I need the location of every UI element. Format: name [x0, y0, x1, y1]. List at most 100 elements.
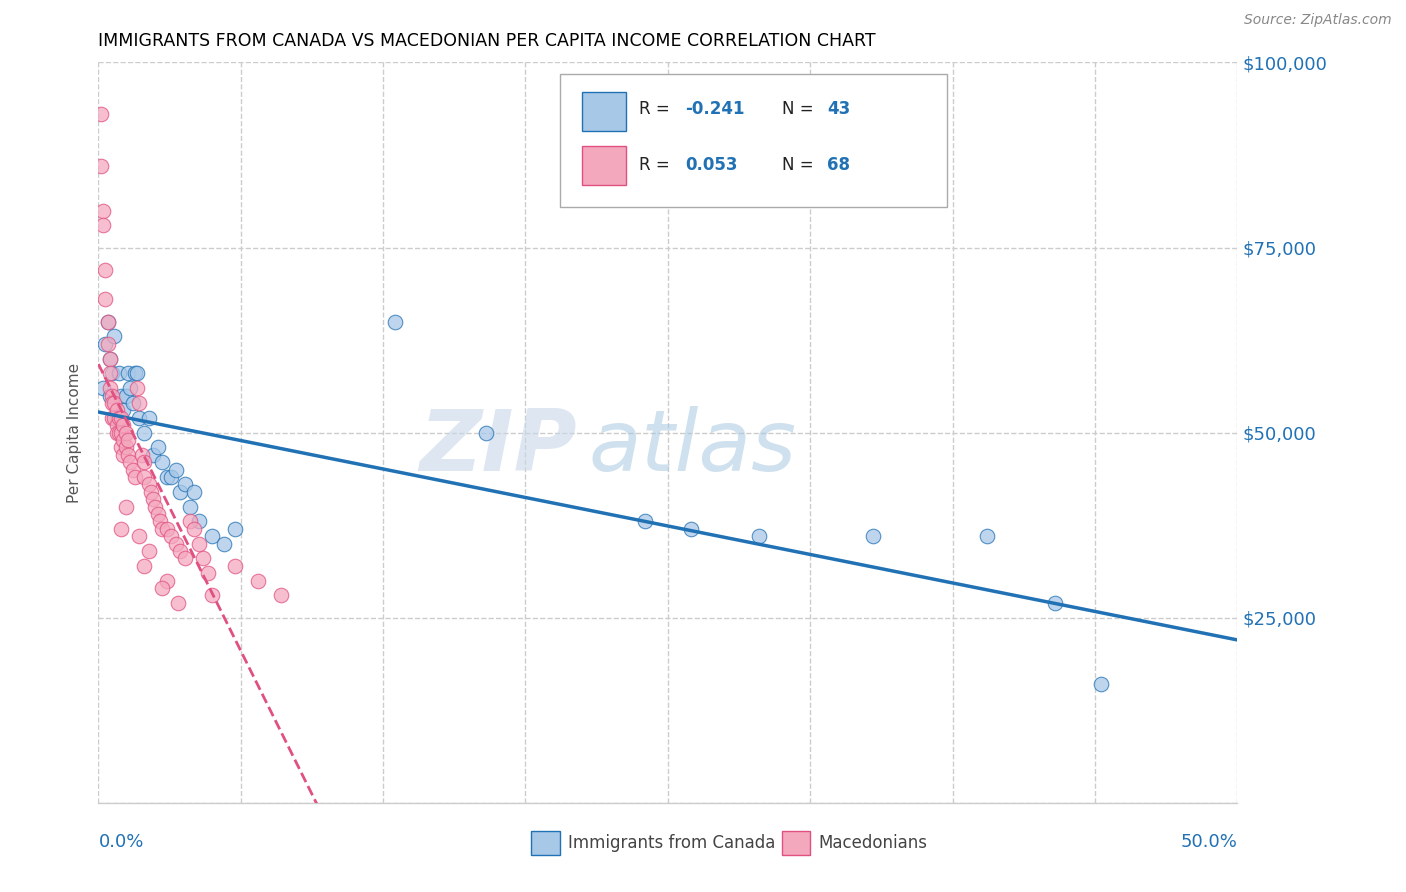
Point: [127, 381, 149, 395]
Point: [165, 536, 187, 550]
Point: [149, 515, 172, 529]
Point: [201, 529, 224, 543]
Point: [142, 492, 165, 507]
Point: [105, 403, 128, 417]
Point: [128, 529, 150, 543]
Point: [156, 522, 179, 536]
Point: [101, 410, 124, 425]
Text: 50.0%: 50.0%: [1181, 833, 1237, 851]
Text: ZIP: ZIP: [419, 406, 576, 489]
Text: Macedonians: Macedonians: [818, 834, 927, 852]
Point: [634, 515, 657, 529]
Point: [114, 425, 136, 440]
Point: [474, 425, 496, 440]
Point: [105, 418, 128, 433]
Point: [132, 425, 155, 440]
Point: [112, 418, 135, 433]
Point: [98, 351, 121, 366]
Point: [150, 455, 173, 469]
Point: [146, 507, 169, 521]
Point: [138, 477, 160, 491]
Text: 43: 43: [827, 100, 851, 118]
Point: [103, 410, 125, 425]
Point: [127, 367, 149, 381]
Point: [91, 381, 114, 395]
Point: [108, 367, 131, 381]
Point: [108, 425, 131, 440]
Text: R =: R =: [640, 100, 675, 118]
Point: [96, 314, 118, 328]
Point: [138, 544, 160, 558]
Point: [224, 522, 246, 536]
Point: [1090, 677, 1112, 691]
Point: [117, 367, 139, 381]
Point: [94, 262, 117, 277]
Text: 0.053: 0.053: [685, 155, 737, 174]
Point: [146, 441, 169, 455]
FancyBboxPatch shape: [531, 831, 560, 855]
Point: [98, 388, 121, 402]
Point: [121, 396, 143, 410]
Point: [679, 522, 702, 536]
Point: [128, 396, 150, 410]
Point: [132, 455, 155, 469]
Point: [150, 581, 173, 595]
Point: [156, 470, 179, 484]
Text: R =: R =: [640, 155, 675, 174]
Point: [1043, 596, 1066, 610]
Point: [105, 425, 128, 440]
Point: [976, 529, 998, 543]
Point: [121, 462, 143, 476]
Text: Immigrants from Canada: Immigrants from Canada: [568, 834, 775, 852]
Point: [94, 336, 117, 351]
Point: [98, 367, 121, 381]
Text: IMMIGRANTS FROM CANADA VS MACEDONIAN PER CAPITA INCOME CORRELATION CHART: IMMIGRANTS FROM CANADA VS MACEDONIAN PER…: [98, 32, 876, 50]
Point: [169, 544, 191, 558]
Point: [98, 381, 121, 395]
Text: 68: 68: [827, 155, 851, 174]
Point: [160, 470, 183, 484]
Point: [131, 448, 153, 462]
Point: [114, 388, 136, 402]
Point: [187, 515, 209, 529]
Point: [160, 529, 183, 543]
Point: [110, 441, 132, 455]
Point: [167, 596, 190, 610]
Point: [197, 566, 219, 581]
Point: [117, 448, 139, 462]
Point: [124, 367, 146, 381]
Text: Source: ZipAtlas.com: Source: ZipAtlas.com: [1244, 13, 1392, 28]
FancyBboxPatch shape: [560, 73, 946, 207]
Point: [384, 314, 406, 328]
Point: [139, 484, 162, 499]
FancyBboxPatch shape: [782, 831, 810, 855]
Point: [120, 381, 142, 395]
Point: [103, 396, 125, 410]
Point: [156, 574, 179, 588]
Text: N =: N =: [782, 100, 818, 118]
Point: [132, 470, 155, 484]
Point: [91, 203, 114, 218]
Point: [98, 351, 121, 366]
Point: [96, 336, 118, 351]
Point: [169, 484, 191, 499]
Point: [101, 396, 124, 410]
Point: [114, 500, 136, 514]
Point: [110, 410, 132, 425]
Point: [128, 410, 150, 425]
Point: [114, 441, 136, 455]
Point: [179, 500, 201, 514]
Point: [108, 410, 131, 425]
Point: [183, 522, 205, 536]
Point: [117, 433, 139, 447]
Point: [145, 500, 167, 514]
Point: [224, 558, 246, 573]
Point: [193, 551, 215, 566]
Text: N =: N =: [782, 155, 818, 174]
Point: [174, 477, 197, 491]
Y-axis label: Per Capita Income: Per Capita Income: [67, 362, 83, 503]
Point: [110, 425, 132, 440]
Point: [138, 410, 160, 425]
Point: [112, 433, 135, 447]
Point: [96, 314, 118, 328]
